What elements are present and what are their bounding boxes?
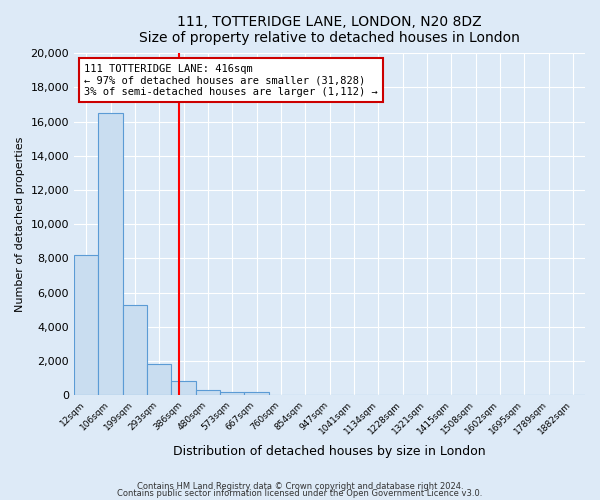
Bar	[74, 255, 98, 395]
Text: Contains public sector information licensed under the Open Government Licence v3: Contains public sector information licen…	[118, 490, 482, 498]
Bar	[123, 304, 147, 395]
Bar	[220, 392, 244, 395]
Bar	[172, 382, 196, 395]
Bar	[244, 392, 269, 395]
Bar	[196, 390, 220, 395]
Y-axis label: Number of detached properties: Number of detached properties	[15, 136, 25, 312]
X-axis label: Distribution of detached houses by size in London: Distribution of detached houses by size …	[173, 444, 486, 458]
Bar	[98, 113, 123, 395]
Bar	[147, 364, 172, 395]
Text: Contains HM Land Registry data © Crown copyright and database right 2024.: Contains HM Land Registry data © Crown c…	[137, 482, 463, 491]
Text: 111 TOTTERIDGE LANE: 416sqm
← 97% of detached houses are smaller (31,828)
3% of : 111 TOTTERIDGE LANE: 416sqm ← 97% of det…	[84, 64, 378, 97]
Title: 111, TOTTERIDGE LANE, LONDON, N20 8DZ
Size of property relative to detached hous: 111, TOTTERIDGE LANE, LONDON, N20 8DZ Si…	[139, 15, 520, 45]
